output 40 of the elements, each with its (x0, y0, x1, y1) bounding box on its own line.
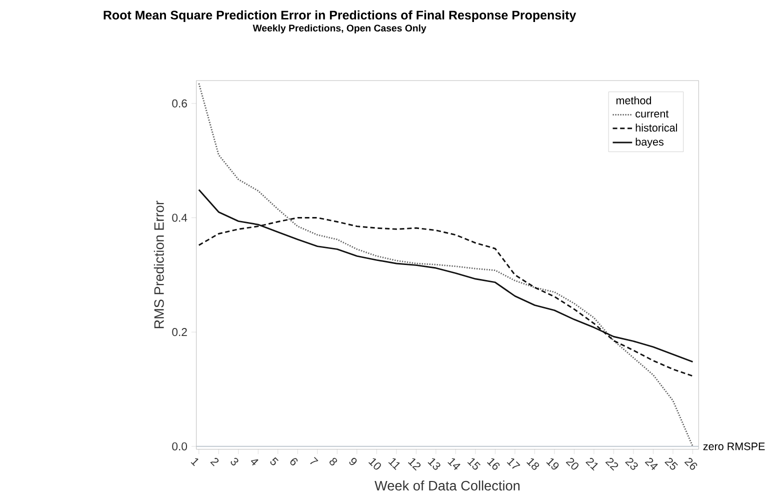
x-tick-label: 8 (330, 458, 338, 466)
x-tick-label: 1 (190, 458, 198, 466)
x-tick-label: 19 (546, 458, 559, 470)
legend-label: historical (636, 124, 677, 132)
x-tick-label: 24 (644, 458, 658, 470)
legend-label: current (636, 110, 669, 118)
x-tick-label: 14 (448, 458, 460, 470)
x-tick-label: 26 (684, 458, 698, 470)
x-axis-title: Week of Data Collection (374, 480, 520, 490)
x-tick-label: 15 (467, 458, 480, 470)
x-tick-label: 22 (605, 458, 618, 471)
x-tick-label: 6 (290, 458, 298, 466)
x-tick-label: 9 (349, 458, 357, 465)
y-tick-label: 0.6 (172, 99, 187, 108)
x-tick-label: 10 (368, 458, 381, 470)
x-tick-label: 13 (428, 458, 440, 470)
x-tick-label: 4 (250, 459, 258, 466)
chart-subtitle: Weekly Predictions, Open Cases Only (252, 24, 426, 34)
y-tick-label: 0.4 (172, 214, 188, 222)
chart-title: Root Mean Square Prediction Error in Predictions of Final Response Propensity (104, 10, 576, 22)
x-tick-label: 2 (210, 458, 219, 466)
x-tick-label: 3 (230, 458, 238, 466)
x-tick-label: 21 (586, 458, 598, 471)
x-tick-label: 7 (310, 456, 318, 464)
y-tick-label: 0.0 (172, 442, 188, 450)
x-tick-label: 20 (566, 458, 578, 470)
legend-title: method (616, 96, 652, 104)
ref-line-label: zero RMSPE (703, 442, 765, 450)
x-tick-label: 25 (664, 458, 678, 470)
x-tick-label: 5 (270, 457, 278, 466)
x-tick-label: 11 (388, 458, 400, 470)
x-tick-label: 18 (526, 458, 540, 470)
line-series (198, 82, 694, 447)
x-tick-label: 17 (506, 458, 520, 469)
x-tick-label: 23 (625, 458, 638, 470)
legend-label: bayes (636, 138, 664, 148)
x-tick-label: 16 (487, 458, 500, 470)
y-axis-title: RMS Prediction Error (154, 200, 164, 328)
x-tick-label: 12 (408, 458, 421, 471)
y-tick-label: 0.2 (172, 328, 187, 336)
